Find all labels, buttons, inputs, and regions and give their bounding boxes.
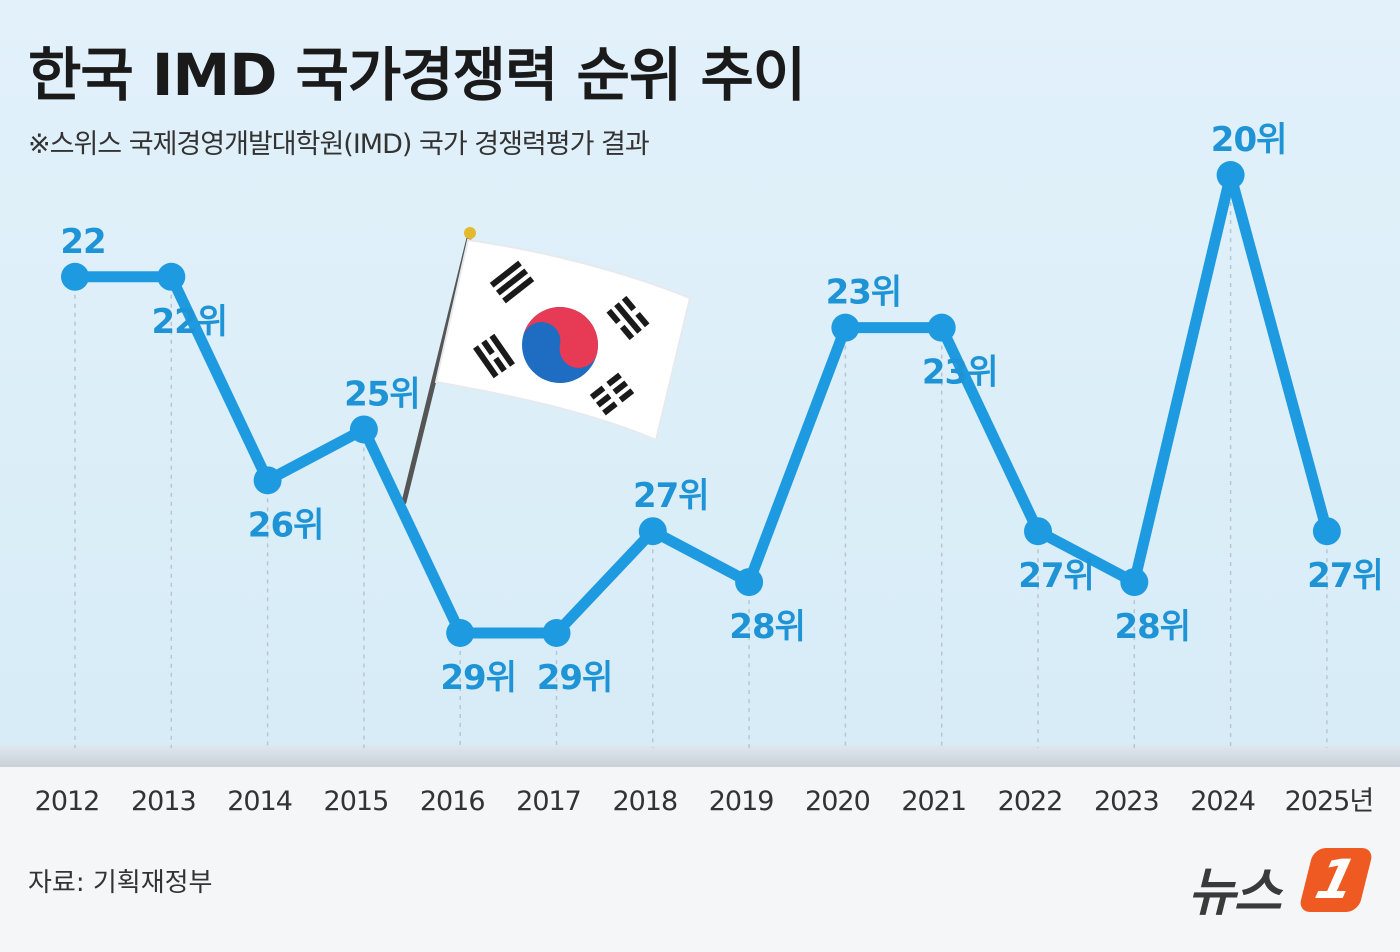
x-tick-label: 2014 — [227, 786, 292, 817]
x-tick-label: 2025년 — [1285, 786, 1374, 817]
data-point — [542, 619, 571, 647]
data-point — [831, 313, 860, 342]
data-label: 29위 — [537, 658, 613, 698]
data-label: 28위 — [1114, 607, 1190, 647]
x-tick-label: 2019 — [709, 786, 774, 817]
grid-lines — [74, 175, 1328, 748]
data-label: 23위 — [922, 353, 998, 393]
x-tick-label: 2023 — [1094, 786, 1159, 817]
data-label: 28위 — [729, 607, 805, 647]
data-point — [61, 262, 89, 291]
data-label: 20위 — [1211, 120, 1287, 160]
x-tick-label: 2021 — [901, 786, 966, 817]
data-label: 27위 — [1018, 556, 1094, 596]
chart-floor — [0, 745, 1400, 767]
data-label: 22위 — [151, 302, 227, 342]
data-point — [927, 313, 956, 342]
data-label: 23위 — [826, 273, 902, 313]
data-point — [735, 568, 764, 597]
axis-band — [0, 767, 1400, 952]
data-point — [1216, 161, 1245, 189]
data-points — [61, 161, 1341, 647]
logo-text: 뉴스 — [1188, 863, 1282, 923]
page-title: 한국 IMD 국가경쟁력 순위 추이 — [28, 41, 806, 109]
page-subtitle: ※스위스 국제경영개발대학원(IMD) 국가 경쟁력평가 결과 — [28, 129, 650, 160]
logo-mark: 1 — [1298, 848, 1374, 912]
x-tick-label: 2018 — [612, 786, 677, 817]
data-point — [349, 415, 378, 444]
data-label: 27위 — [1307, 556, 1383, 596]
data-point — [638, 517, 667, 546]
chart-background — [0, 0, 1400, 765]
korean-flag-icon — [401, 227, 692, 505]
data-point — [253, 466, 282, 495]
data-point — [446, 619, 475, 647]
x-tick-label: 2012 — [35, 786, 100, 817]
x-tick-label: 2024 — [1190, 786, 1255, 817]
data-label: 27위 — [633, 476, 709, 516]
data-point — [1120, 568, 1149, 597]
data-point — [1312, 517, 1341, 546]
data-label: 25위 — [344, 374, 420, 414]
news1-logo: 뉴스 1 — [1188, 848, 1378, 923]
x-tick-label: 2022 — [998, 786, 1063, 817]
x-tick-label: 2020 — [805, 786, 870, 817]
data-point — [157, 262, 186, 291]
data-label: 26위 — [248, 505, 324, 545]
x-axis-ticks: 2012 2013 2014 2015 2016 2017 2018 2019 2020 2021… — [35, 786, 1375, 817]
x-tick-label: 2013 — [131, 786, 196, 817]
x-tick-label: 2017 — [516, 786, 581, 817]
data-label: 22 — [60, 222, 105, 262]
source-note: 자료: 기획재정부 — [28, 868, 213, 898]
series-line-rank — [69, 169, 1333, 639]
x-tick-label: 2015 — [324, 786, 389, 817]
x-tick-label: 2016 — [420, 786, 485, 817]
data-point — [1024, 517, 1052, 546]
data-labels: 22 22위 26위 25위 29위 29위 27위 28위 23위 23위 27위 28위 20위 27… — [60, 120, 1383, 698]
series-line — [69, 169, 1333, 639]
data-label: 29위 — [440, 658, 516, 698]
